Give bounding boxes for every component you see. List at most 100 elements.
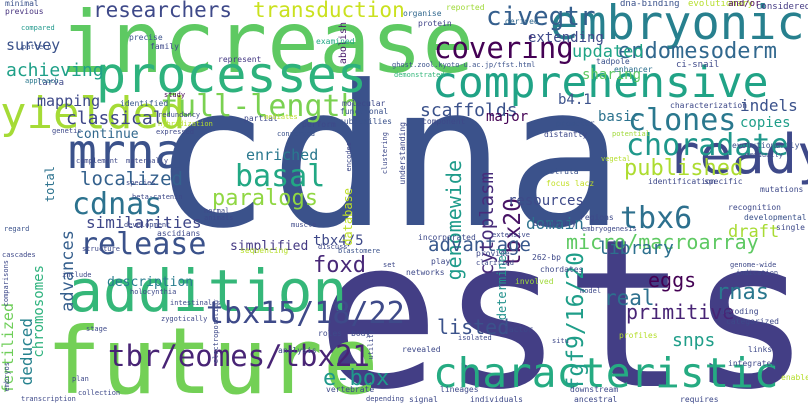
word-cdna: cdna	[152, 44, 625, 272]
word-pattern: pattern	[22, 43, 52, 51]
word-analysis: analysis	[278, 346, 317, 355]
word-include: include	[62, 271, 92, 279]
word-full-length: full-length	[160, 89, 359, 124]
word-identification: identification	[648, 177, 716, 186]
word-tbr-eomes-tbx21: tbr/eomes/tbx21	[108, 339, 370, 373]
word-examined: examined	[316, 37, 355, 46]
word-increase: increase	[60, 0, 475, 93]
word-ancestral: ancestral	[574, 395, 618, 404]
word-tbx4-5: tbx4/5	[313, 233, 364, 249]
word-incorporated: incorporated	[418, 233, 476, 242]
word-maternally: maternally	[126, 157, 169, 165]
word-model: model	[580, 287, 602, 295]
word-covering: covering	[434, 31, 574, 65]
word-approach: approach	[25, 77, 59, 85]
word-achieving: achieving	[6, 60, 104, 81]
word-embryogenesis: embryogenesis	[582, 225, 637, 233]
word-tbx15-18-22: tbx15/18/22	[206, 296, 405, 331]
word-collection: collection	[78, 389, 121, 397]
word-minimal: minimal	[5, 0, 39, 8]
word-library: library	[598, 238, 674, 259]
word-enable: enable	[781, 373, 808, 382]
word-larva: larva	[37, 78, 65, 88]
word-previous: previous	[5, 7, 44, 16]
word-factor: factor	[504, 325, 533, 334]
word-future: future	[46, 308, 379, 404]
word-enriched: enriched	[246, 146, 319, 164]
word-utility: utility	[367, 330, 375, 360]
word-eggs: eggs	[648, 268, 697, 292]
word-tbx6: tbx6	[620, 201, 693, 236]
word-snps: snps	[672, 330, 716, 351]
word-extensive: extensive	[492, 231, 530, 239]
word-continue: continue	[76, 127, 139, 142]
word-involved: involved	[515, 277, 554, 286]
word-chordates: chordates	[540, 265, 584, 274]
word-evolutionary: evolutionary	[688, 0, 754, 9]
word-depending: depending	[366, 395, 404, 403]
word-understanding: understanding	[398, 122, 407, 185]
word-stage: stage	[86, 325, 108, 333]
word-specific: specific	[704, 177, 743, 186]
word-clustering: clustering	[381, 132, 389, 175]
word-component: component	[422, 117, 466, 126]
word-embryos: embryos	[3, 362, 11, 392]
word-mutations: mutations	[760, 185, 804, 194]
word-subfamilies: subfamilies	[339, 117, 392, 126]
word-body: body	[351, 329, 371, 338]
word-mapping: mapping	[37, 92, 101, 110]
word-family: family	[150, 42, 179, 51]
word-extending: extending	[528, 30, 604, 46]
word-isolated: isolated	[458, 334, 492, 342]
word-redundancy: redundancy	[158, 111, 201, 119]
word-categorized: categorized	[726, 317, 779, 326]
word-discuss: discuss	[318, 243, 348, 251]
word-sharing: sharing	[582, 67, 642, 83]
word-tadpole: tadpole	[596, 57, 630, 66]
word-requires: requires	[680, 395, 719, 404]
word-holocynthia: holocynthia	[130, 288, 177, 296]
word-cdnas: cdnas	[72, 187, 163, 222]
word-perform: perform	[302, 120, 336, 129]
word-ghost-url: ghost.zool.kyoto-u.ac.jp/tfst.html	[392, 61, 536, 69]
word-functional: functional	[340, 107, 389, 116]
word-major: major	[486, 109, 529, 125]
word-resources: resources	[508, 193, 584, 209]
word-ci-snail: ci-snail	[676, 60, 720, 70]
word-ascidians: ascidians	[157, 229, 201, 238]
word-updated: updated	[572, 42, 644, 62]
word-release: release	[80, 227, 207, 262]
word-e-box: e-box	[323, 366, 390, 391]
word-transcription: transcription	[21, 395, 76, 403]
word-cascades: cascades	[2, 251, 36, 259]
word-partial: partial	[244, 114, 278, 123]
word-downstream: downstream	[570, 385, 619, 394]
word-individuals: individuals	[470, 395, 523, 404]
word-species: species	[126, 179, 156, 187]
word-civegtr: civegtr	[486, 2, 596, 32]
word-encodes: encodes	[345, 142, 353, 172]
word-intestinalis: intestinalis	[170, 299, 221, 307]
word-molecular: molecular	[342, 99, 386, 108]
word-complement: complement	[76, 157, 119, 165]
word-paralogs: paralogs	[212, 186, 318, 211]
word-comparisons: comparisons	[2, 260, 10, 307]
word-set: set	[383, 261, 396, 269]
word-development: development	[124, 221, 171, 229]
word-chromosomes: chromosomes	[31, 265, 47, 358]
word-total: total	[43, 166, 57, 203]
word-embryonic: embryonic	[550, 0, 805, 51]
word-similarities: similarities	[86, 213, 202, 232]
word-structure: structure	[82, 245, 120, 253]
word-addition: addition	[68, 257, 348, 325]
word-animals: animals	[204, 214, 234, 222]
word-foxd: foxd	[313, 253, 366, 278]
word-regard: regard	[4, 225, 30, 233]
word-represent: represent	[218, 55, 262, 64]
word-and-or: and/or	[728, 0, 761, 9]
word-zygotically: zygotically	[161, 315, 208, 323]
word-classical: classical	[66, 108, 164, 129]
word-blastomere: blastomere	[338, 247, 381, 255]
